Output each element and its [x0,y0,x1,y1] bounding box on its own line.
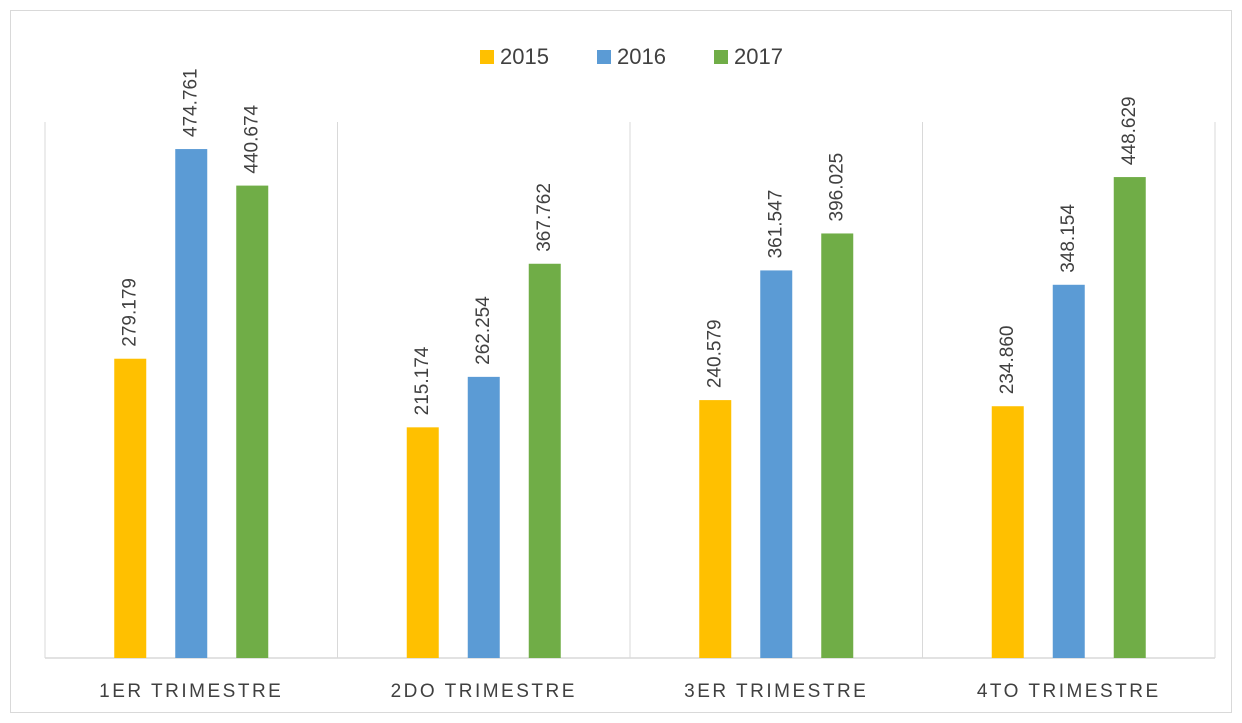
bar [406,427,439,658]
bar [528,263,561,658]
data-label: 348.154 [1058,204,1079,273]
data-label: 215.174 [412,346,433,415]
bar [821,233,854,659]
bar [991,406,1024,658]
legend-swatch [714,50,728,64]
legend-swatch [597,50,611,64]
bar [760,270,793,658]
bar [1052,284,1085,658]
x-tick-label: 3ER TRIMESTRE [684,681,868,702]
bar [236,185,269,658]
data-label: 474.761 [180,68,201,137]
data-label: 396.025 [826,153,847,222]
legend-swatch [480,50,494,64]
x-tick-label: 1ER TRIMESTRE [99,681,283,702]
x-tick-label: 2DO TRIMESTRE [391,681,577,702]
chart-frame [10,10,1232,713]
legend-label: 2015 [500,44,549,69]
bar [1113,177,1146,659]
data-label: 361.547 [765,190,786,259]
bar [467,376,500,658]
data-label: 234.860 [997,326,1018,395]
data-label: 240.579 [704,319,725,388]
bar [114,358,147,658]
data-label: 279.179 [119,278,140,347]
data-label: 440.674 [241,104,262,173]
data-label: 448.629 [1119,96,1140,165]
legend-label: 2016 [617,44,666,69]
data-label: 262.254 [473,296,494,365]
bar [699,400,732,658]
data-label: 367.762 [534,183,555,252]
x-tick-label: 4TO TRIMESTRE [977,681,1161,702]
legend-label: 2017 [734,44,783,69]
bar [175,149,208,658]
